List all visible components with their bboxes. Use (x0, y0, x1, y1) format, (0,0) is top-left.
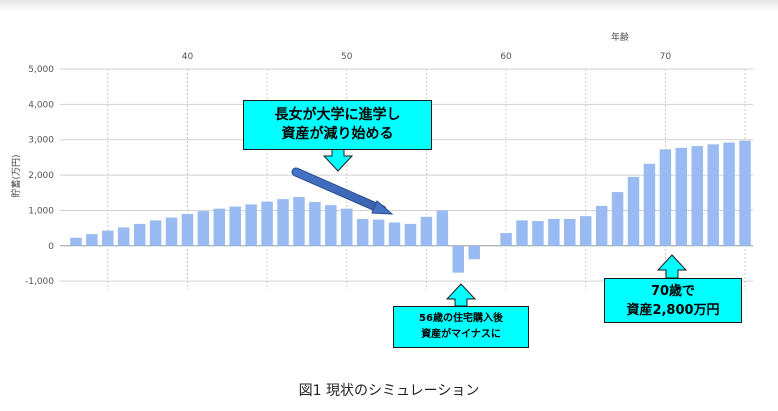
x-tick-label: 40 (182, 52, 194, 62)
figure-caption: 図1 現状のシミュレーション (298, 383, 480, 399)
bar-age-33 (70, 237, 82, 246)
bar-age-53 (388, 222, 401, 246)
bar-age-72 (691, 146, 703, 246)
y-tick-label: 3,000 (28, 136, 54, 146)
bar-age-49 (325, 205, 337, 246)
callout-house-line1: 56歳の住宅購入後 (419, 313, 503, 324)
bar-age-68 (627, 176, 640, 246)
bar-age-36 (117, 227, 130, 246)
bar-age-38 (149, 220, 162, 246)
bar-age-67 (611, 192, 624, 246)
bar-age-70 (659, 149, 672, 246)
callout-university-line2: 資産が減り始める (281, 126, 394, 142)
callout-house-pointer (445, 283, 477, 307)
bar-age-62 (532, 221, 544, 246)
callout-age-70: 70歳で 資産2,800万円 (604, 278, 742, 323)
annotation-arrows (291, 148, 688, 307)
bar-age-54 (404, 223, 417, 246)
callout-age70-line2: 資産2,800万円 (626, 302, 720, 318)
bar-age-58 (468, 245, 480, 260)
callout-university-line1: 長女が大学に進学し (274, 107, 401, 123)
bar-age-47 (293, 197, 305, 246)
callout-age70-pointer (656, 254, 688, 279)
top-shadow-bar (0, 0, 778, 12)
bar-age-75 (739, 140, 751, 246)
y-tick-label: 4,000 (28, 100, 54, 110)
x-tick-label: 60 (500, 52, 512, 62)
y-axis-title: 貯蓄(万円) (10, 154, 22, 197)
bar-age-63 (548, 218, 560, 246)
bar-age-42 (213, 208, 226, 246)
bar-age-57 (452, 245, 465, 273)
bar-age-35 (102, 230, 114, 246)
bar-age-51 (356, 218, 369, 246)
trend-arrow-shaft (292, 168, 386, 214)
savings-bar-chart: 5,000 4,000 3,000 2,000 1,000 0 -1,000 40 50 60 70… (10, 31, 753, 307)
y-tick-label: 5,000 (28, 65, 54, 75)
bar-age-52 (372, 219, 385, 246)
trend-arrow-head (371, 200, 394, 215)
bar-age-37 (133, 223, 146, 246)
bar-age-55 (420, 216, 433, 246)
bar-age-64 (564, 218, 576, 246)
callout-house-line2: 資産がマイナスに (421, 329, 501, 340)
bar-age-74 (723, 142, 735, 246)
bar-age-45 (261, 201, 273, 246)
bar-age-66 (595, 205, 608, 246)
bar-age-50 (341, 208, 353, 246)
bar-age-43 (229, 206, 241, 246)
bar-age-69 (643, 163, 656, 246)
bar-age-44 (245, 204, 257, 246)
x-axis-title: 年齢 (611, 31, 629, 43)
y-tick-label: 2,000 (28, 171, 54, 181)
bar-age-65 (579, 216, 592, 246)
callout-university-pointer (322, 148, 354, 172)
bar-age-46 (277, 199, 289, 246)
bars (70, 140, 751, 273)
y-tick-label: 0 (48, 242, 54, 252)
bar-age-73 (707, 144, 719, 246)
bar-age-71 (675, 147, 688, 246)
bar-age-60 (500, 233, 512, 246)
y-tick-label: -1,000 (25, 277, 54, 287)
bar-age-39 (165, 217, 178, 246)
x-tick-label: 50 (341, 52, 353, 62)
bar-age-61 (516, 220, 528, 246)
callout-university: 長女が大学に進学し 資産が減り始める (243, 100, 432, 150)
bar-age-48 (309, 201, 321, 246)
callout-house-purchase: 56歳の住宅購入後 資産がマイナスに (393, 306, 529, 348)
bar-age-40 (181, 213, 194, 246)
x-tick-label: 70 (660, 52, 672, 62)
bar-age-56 (436, 210, 449, 246)
callout-age70-line1: 70歳で (650, 283, 696, 299)
bar-age-34 (86, 234, 98, 246)
tick-labels: 5,000 4,000 3,000 2,000 1,000 0 -1,000 40 50 60 70 (25, 52, 671, 287)
bar-age-41 (197, 211, 210, 246)
y-tick-label: 1,000 (28, 206, 54, 216)
